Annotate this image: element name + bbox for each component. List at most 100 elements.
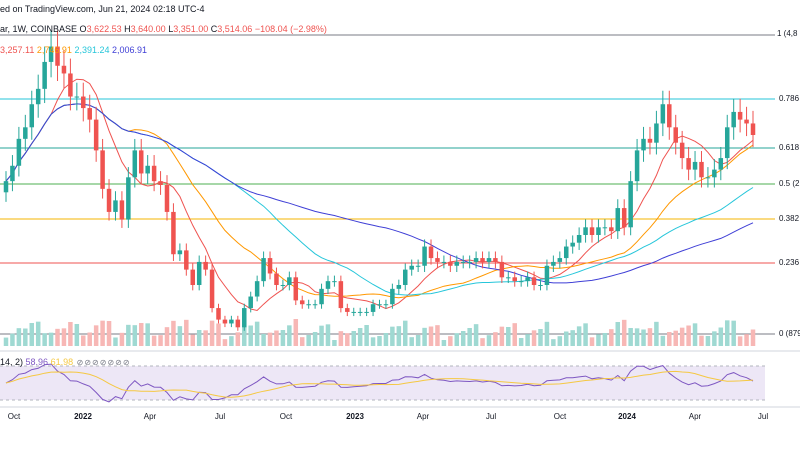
volume-bar [126, 324, 131, 346]
time-axis-label: 2022 [74, 412, 92, 421]
fib-level-label-0786: 0.786 [779, 94, 800, 103]
candle-body [441, 261, 447, 263]
candle-body [737, 111, 743, 120]
volume-bar [145, 323, 150, 346]
volume-bar [113, 337, 118, 346]
volume-bar [100, 320, 105, 346]
volume-bar [158, 335, 163, 346]
time-axis-label: Apr [143, 412, 157, 421]
candle-body [248, 296, 253, 309]
candle-body [81, 96, 86, 109]
rsi-ma-value: 61.98 [50, 357, 74, 367]
candle-body [679, 142, 685, 159]
candle-body [29, 104, 35, 128]
hidden-value-icon[interactable]: ⊘ [92, 358, 99, 367]
candle-body [518, 281, 524, 283]
candle-body [93, 119, 99, 151]
hidden-value-icon[interactable]: ⊘ [115, 358, 122, 367]
volume-bar [216, 323, 221, 346]
rsi-ma-line [5, 370, 754, 398]
candle-body [196, 261, 202, 285]
volume-bar [377, 336, 382, 346]
volume-bar [467, 328, 472, 346]
volume-bar [242, 326, 247, 346]
ohlc-open-value: 3,622.53 [86, 24, 122, 34]
hidden-value-icon[interactable]: ⊘ [107, 358, 115, 367]
volume-bar [93, 325, 99, 346]
candle-body [415, 265, 421, 267]
candle-body [319, 288, 324, 305]
hidden-value-icon[interactable]: ⊘ [99, 358, 107, 367]
volume-bar [460, 331, 466, 346]
candle-body [641, 138, 646, 151]
volume-bar [3, 337, 9, 346]
volume-bar [164, 327, 170, 346]
candle-body [654, 123, 659, 143]
candle-body [628, 181, 633, 228]
candle-body [235, 319, 241, 328]
fib-level-label-05: 0.5 (2 [779, 179, 800, 188]
ohlc-change-value: −108.04 (−2.98%) [254, 24, 327, 34]
volume-bar [287, 325, 292, 346]
moving-average-legend[interactable]: 3,257.11 2,746.91 2,391.24 2,006.91 [0, 45, 147, 55]
volume-bar [132, 325, 138, 346]
volume-bar [325, 324, 331, 346]
volume-bar [699, 335, 704, 346]
candle-body [525, 277, 530, 282]
ma-value-2: 2,746.91 [36, 45, 72, 55]
volume-bar [345, 333, 350, 346]
fib-level-label-0236: 0.236 [779, 258, 800, 267]
candle-body [293, 277, 299, 301]
candle-body [68, 73, 73, 97]
candle-body [274, 273, 279, 285]
candle-body [357, 311, 363, 313]
candle-body [100, 150, 105, 189]
candle-body [583, 227, 588, 235]
candle-body [345, 308, 350, 312]
candle-body [705, 177, 711, 179]
volume-bar [486, 335, 492, 346]
volume-bar [396, 326, 402, 346]
candle-body [23, 127, 28, 139]
symbol-title[interactable]: ar, 1W, COINBASE [0, 24, 78, 34]
ma-20-line [5, 78, 754, 312]
volume-bar [42, 333, 47, 346]
fib-level-label-0: 0 (879 [779, 329, 800, 338]
candle-body [428, 246, 434, 259]
ohlc-low-value: 3,351.00 [173, 24, 209, 34]
candle-body [177, 250, 183, 255]
candle-body [460, 261, 466, 263]
hidden-value-icon[interactable]: ⊘ [122, 358, 130, 367]
hidden-value-icon[interactable]: ⊘ [84, 358, 92, 367]
symbol-ohlc-legend[interactable]: ar, 1W, COINBASE O3,622.53 H3,640.00 L3,… [0, 24, 327, 34]
candle-body [576, 235, 582, 243]
volume-bar [68, 322, 73, 346]
candle-body [403, 269, 408, 285]
volume-bar [563, 331, 569, 346]
ohlc-high-label: H [124, 24, 131, 34]
volume-bar [448, 336, 453, 346]
ma-value-4: 2,006.91 [112, 45, 148, 55]
volume-bar [81, 335, 86, 346]
candle-body [506, 277, 511, 279]
candle-body [731, 111, 736, 128]
volume-bar [621, 319, 627, 346]
candle-body [699, 161, 704, 178]
hidden-value-icon[interactable]: ⊘ [76, 358, 84, 367]
volume-bar [74, 324, 80, 346]
candle-body [351, 311, 356, 313]
time-axis-label: Oct [553, 412, 567, 421]
candle-body [229, 319, 234, 324]
volume-bar [119, 332, 125, 346]
candle-body [454, 261, 460, 266]
candle-body [551, 261, 556, 266]
candle-body [486, 258, 492, 262]
volume-bar [338, 331, 344, 346]
rsi-legend[interactable]: 14, 2) 58.96 61.98 ⊘⊘⊘⊘⊘⊘⊘ [0, 357, 130, 367]
candle-body [338, 281, 344, 309]
candle-body [467, 261, 472, 263]
volume-bar [209, 320, 215, 346]
volume-bar [506, 327, 511, 346]
candle-body [280, 285, 286, 286]
